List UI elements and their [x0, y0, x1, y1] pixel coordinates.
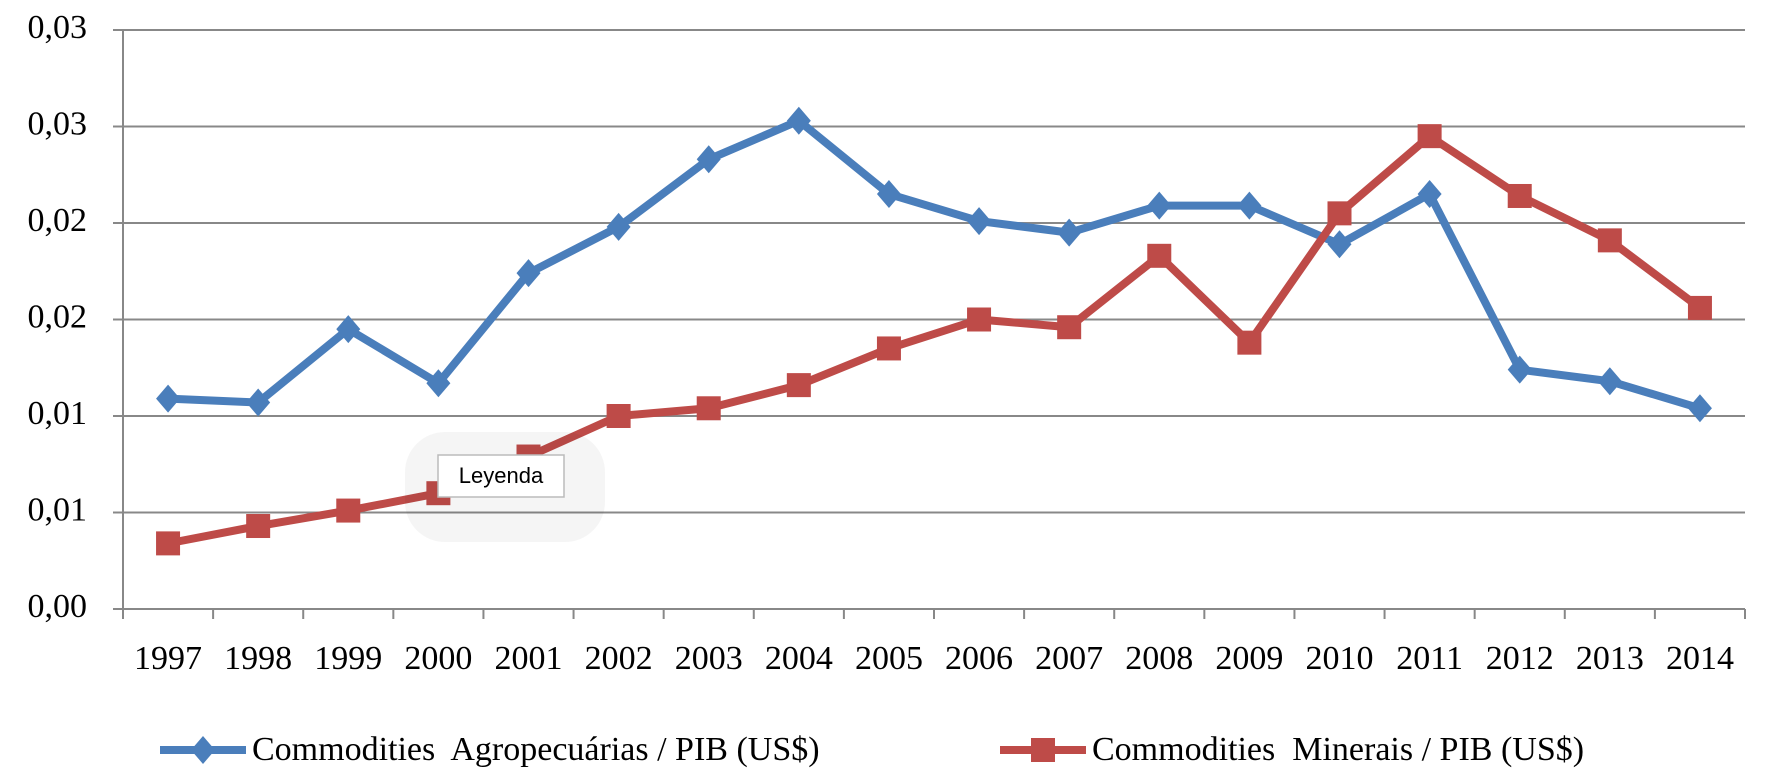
tooltip-box [437, 454, 565, 498]
legend-label: Commodities Agropecuárias / PIB (US$) [252, 731, 820, 768]
data-point [1687, 295, 1712, 320]
tooltip: Leyenda [405, 432, 605, 542]
data-point [876, 336, 901, 361]
data-point [1507, 355, 1532, 384]
legend-label: Commodities Minerais / PIB (US$) [1092, 731, 1584, 768]
data-point [606, 212, 631, 241]
tooltip-text: Leyenda [459, 463, 544, 488]
data-point [1507, 183, 1532, 208]
x-tick-label: 1999 [314, 640, 382, 677]
legend-marker [191, 736, 215, 764]
data-point [1147, 243, 1172, 268]
data-point [1147, 191, 1172, 220]
x-tick-label: 2004 [765, 640, 833, 677]
data-point [967, 207, 992, 236]
data-point [967, 307, 992, 332]
data-point [246, 388, 271, 417]
data-point [336, 315, 361, 344]
x-tick-label: 2008 [1125, 640, 1193, 677]
data-point [1057, 218, 1082, 247]
x-tick-label: 1997 [134, 640, 202, 677]
data-point [1417, 180, 1442, 209]
data-point [336, 498, 361, 523]
y-tick-label: 0,03 [28, 9, 88, 46]
data-point [1237, 191, 1262, 220]
y-tick-label: 0,03 [28, 105, 88, 142]
x-tick-label: 1998 [224, 640, 292, 677]
data-point [696, 396, 721, 421]
data-point [696, 145, 721, 174]
data-point [1327, 201, 1352, 226]
y-tick-label: 0,01 [28, 395, 88, 432]
series-line [167, 132, 1703, 548]
data-point [786, 373, 811, 398]
data-point [1417, 124, 1442, 149]
data-point [1237, 330, 1262, 355]
x-tick-label: 2013 [1576, 640, 1644, 677]
series-line [167, 116, 1702, 413]
data-point [606, 404, 631, 428]
x-tick-label: 2010 [1306, 640, 1374, 677]
x-tick-label: 2005 [855, 640, 923, 677]
x-tick-label: 2006 [945, 640, 1013, 677]
data-point [246, 514, 271, 539]
x-tick-label: 2011 [1396, 640, 1463, 677]
y-tick-label: 0,01 [28, 491, 88, 528]
data-point [516, 259, 541, 288]
x-tick-label: 2012 [1486, 640, 1554, 677]
x-tick-label: 2001 [495, 640, 563, 677]
y-tick-label: 0,02 [28, 298, 88, 335]
data-point [876, 180, 901, 209]
data-point [156, 531, 181, 556]
data-point [1327, 230, 1352, 259]
data-point [1597, 367, 1622, 396]
x-tick-label: 2014 [1666, 640, 1734, 677]
x-tick-label: 2000 [404, 640, 472, 677]
data-point [1687, 394, 1712, 423]
data-point [1057, 315, 1082, 340]
data-point [156, 384, 181, 413]
x-tick-label: 2002 [585, 640, 653, 677]
data-point [426, 369, 451, 398]
legend-marker [1031, 738, 1055, 762]
x-tick-label: 2003 [675, 640, 743, 677]
data-point [1597, 228, 1622, 253]
x-tick-label: 2009 [1215, 640, 1283, 677]
data-point [786, 106, 811, 135]
x-tick-label: 2007 [1035, 640, 1103, 677]
y-tick-label: 0,02 [28, 202, 88, 239]
y-tick-label: 0,00 [28, 588, 88, 625]
